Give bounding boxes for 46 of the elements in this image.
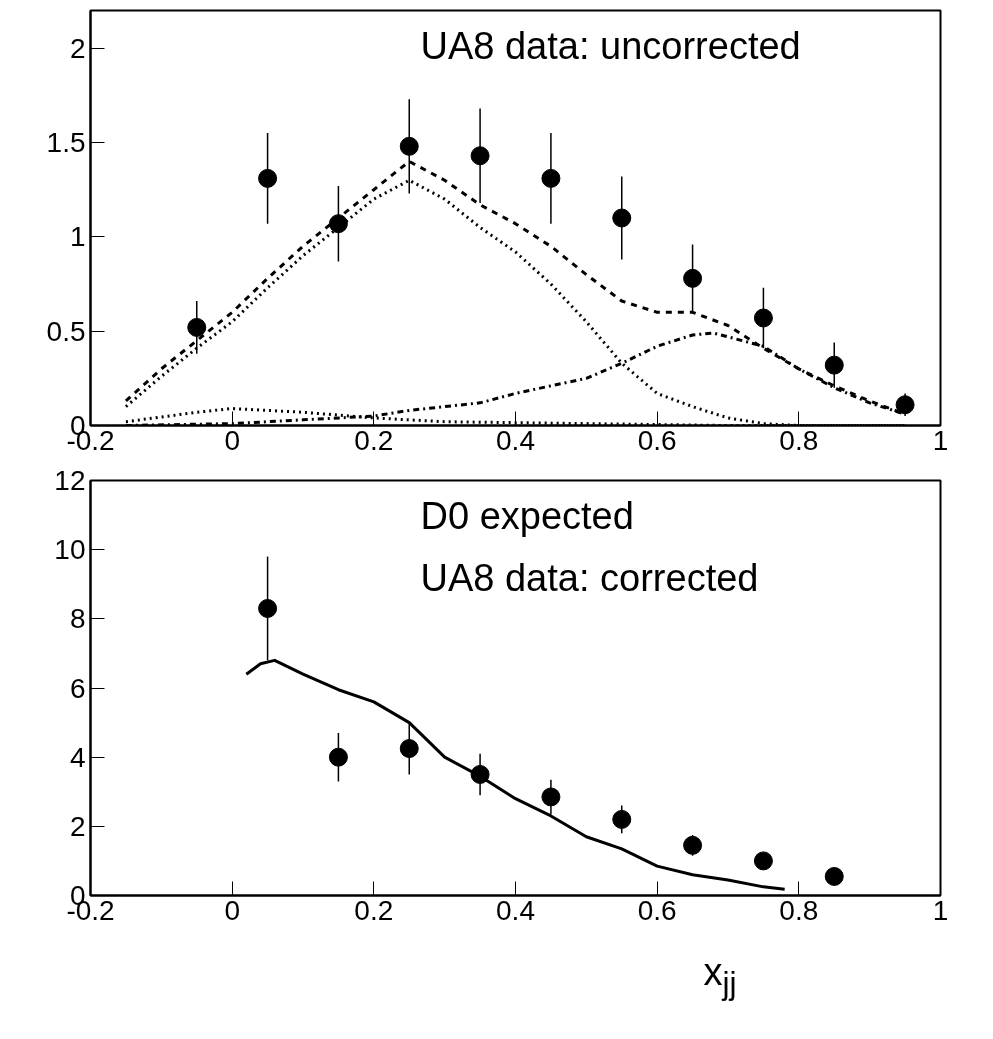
point [258,598,278,618]
x-tick-label: 0.4 [496,424,535,456]
point [895,395,915,415]
x-tick-label: 0.6 [637,894,677,926]
x-tick-label: 1 [932,424,949,456]
point [612,208,632,228]
point [753,851,773,871]
y-tick-label: 10 [54,534,86,566]
y-tick-label: 0.5 [46,315,86,347]
x-tick-label: 1 [932,894,949,926]
x-tick-label: 0 [224,894,240,926]
point [753,308,773,328]
annotation: D0 expected [420,494,634,537]
x-tick-label: 0.2 [354,424,394,456]
point [824,867,844,886]
point [541,787,561,807]
y-tick-label: 6 [69,672,86,704]
x-tick-label: 0.4 [496,894,535,926]
x-tick-label: 0 [224,424,240,456]
x-tick-label: 0.8 [779,424,819,456]
y-tick-label: 1.5 [46,127,86,159]
annotation: UA8 data: corrected [420,556,759,599]
y-tick-label: 2 [69,32,86,64]
point [612,809,632,829]
x-tick-label: 0.8 [779,894,819,926]
point [824,355,844,375]
point [328,214,348,234]
annotation: UA8 data: uncorrected [420,24,801,67]
point [328,747,348,767]
point [258,168,278,188]
x-axis-title: x$_{jj}$ [703,950,737,1003]
point [399,739,419,758]
point [470,764,490,784]
y-tick-label: 4 [69,741,86,773]
y-tick-label: 2 [69,810,86,842]
point [683,835,703,855]
point [683,268,703,288]
x-tick-label: 0.6 [637,424,677,456]
point [399,136,419,156]
y-tick-label: 1 [69,221,86,253]
y-tick-label: 8 [69,603,86,635]
point [187,317,207,337]
point [541,168,561,188]
x-tick-label: 0.2 [354,894,394,926]
y-tick-label: 12 [54,465,86,496]
point [470,146,490,166]
